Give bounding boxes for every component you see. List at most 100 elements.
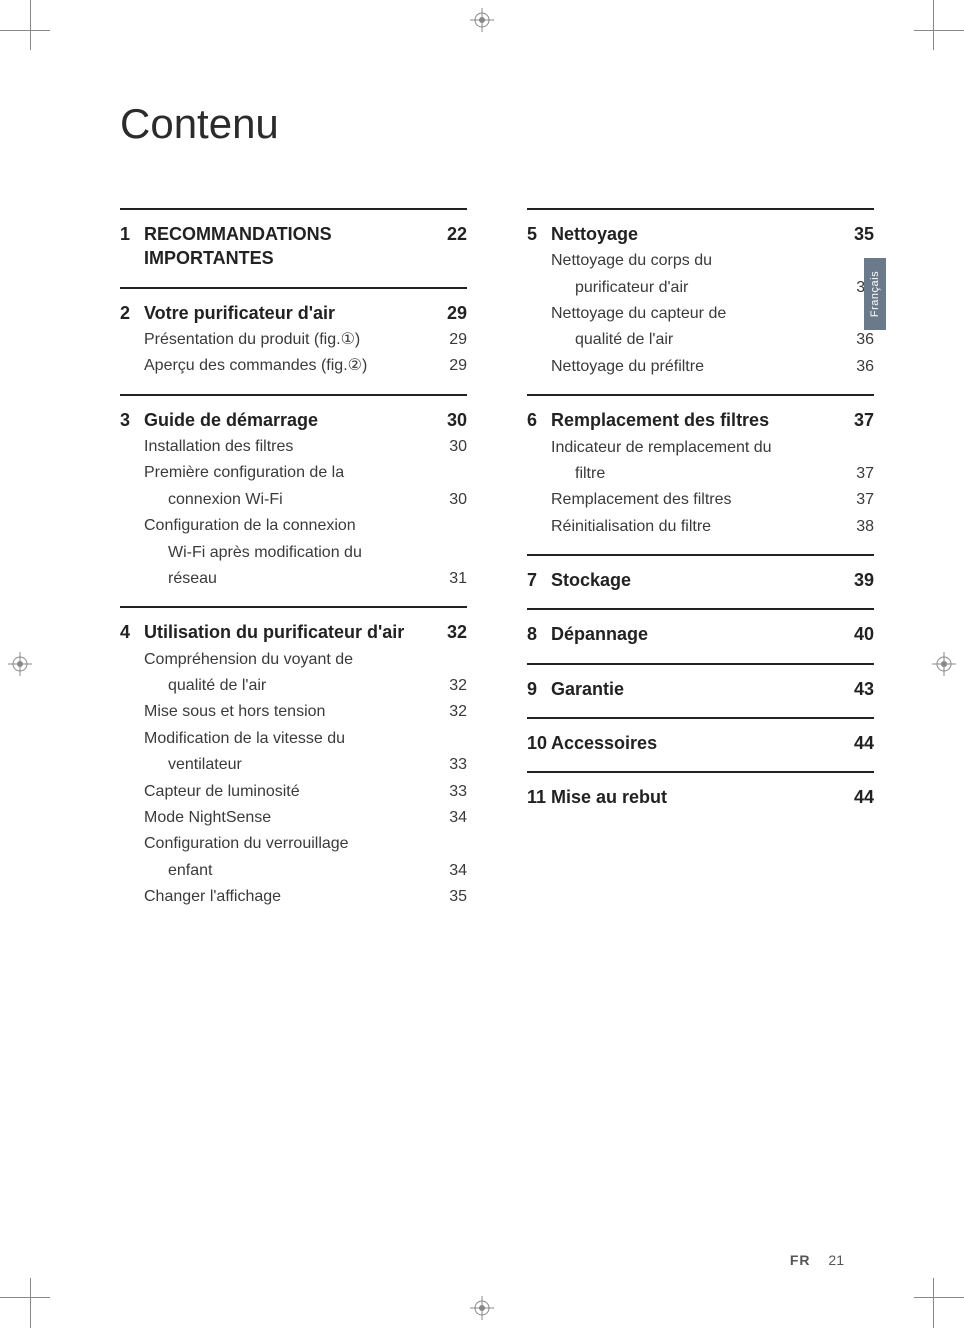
toc-item-row: Mise sous et hors tension32 bbox=[120, 699, 467, 725]
toc-item-label: ventilateur bbox=[144, 754, 431, 776]
toc-item-row: Nettoyage du corps du bbox=[527, 248, 874, 274]
toc-item-page: 34 bbox=[431, 862, 467, 880]
toc-section: 11Mise au rebut44 bbox=[527, 771, 874, 825]
toc-item-label: filtre bbox=[551, 463, 838, 485]
toc-item-label: Configuration du verrouillage bbox=[144, 833, 431, 855]
toc-item-row: Nettoyage du capteur de bbox=[527, 301, 874, 327]
language-tab-label: Français bbox=[869, 271, 881, 317]
toc-item-row: Remplacement des filtres37 bbox=[527, 487, 874, 513]
toc-item-label: Mode NightSense bbox=[144, 807, 431, 829]
toc-heading-row: 2Votre purificateur d'air29 bbox=[120, 299, 467, 327]
section-title: Dépannage bbox=[551, 622, 838, 646]
toc-item-page: 38 bbox=[838, 518, 874, 536]
toc-left-column: 1RECOMMANDATIONS IMPORTANTES222Votre pur… bbox=[120, 208, 467, 925]
section-number: 5 bbox=[527, 224, 551, 245]
toc-item-label: Compréhension du voyant de bbox=[144, 649, 431, 671]
toc-item-row: Aperçu des commandes (fig.②)29 bbox=[120, 353, 467, 379]
section-title: Votre purificateur d'air bbox=[144, 301, 431, 325]
section-page: 35 bbox=[838, 224, 874, 245]
section-page: 30 bbox=[431, 410, 467, 431]
toc-item-label: enfant bbox=[144, 860, 431, 882]
toc-item-label: Remplacement des filtres bbox=[551, 489, 838, 511]
section-title: Garantie bbox=[551, 677, 838, 701]
language-tab: Français bbox=[864, 258, 886, 330]
toc-section: 9Garantie43 bbox=[527, 663, 874, 717]
section-page: 32 bbox=[431, 622, 467, 643]
footer-lang: FR bbox=[790, 1252, 811, 1268]
page: Français Contenu 1RECOMMANDATIONS IMPORT… bbox=[0, 0, 964, 1328]
toc-section: 7Stockage39 bbox=[527, 554, 874, 608]
toc-item-page: 33 bbox=[431, 756, 467, 774]
toc-section: 6Remplacement des filtres37Indicateur de… bbox=[527, 394, 874, 554]
toc-item-label: Capteur de luminosité bbox=[144, 781, 431, 803]
section-title: RECOMMANDATIONS IMPORTANTES bbox=[144, 222, 431, 271]
toc-item-label: connexion Wi-Fi bbox=[144, 489, 431, 511]
registration-icon bbox=[470, 1296, 494, 1320]
registration-icon bbox=[932, 652, 956, 676]
toc-item-row: Réinitialisation du filtre38 bbox=[527, 514, 874, 540]
toc-item-row: Configuration de la connexion bbox=[120, 513, 467, 539]
toc-item-label: Modification de la vitesse du bbox=[144, 728, 431, 750]
toc-item-page: 29 bbox=[431, 357, 467, 375]
crop-mark bbox=[914, 30, 964, 31]
section-page: 44 bbox=[838, 733, 874, 754]
toc-item-page: 31 bbox=[431, 570, 467, 588]
toc-section: 2Votre purificateur d'air29Présentation … bbox=[120, 287, 467, 394]
toc-item-row: enfant34 bbox=[120, 858, 467, 884]
section-title: Mise au rebut bbox=[551, 785, 838, 809]
toc-item-label: Changer l'affichage bbox=[144, 886, 431, 908]
toc-item-label: Aperçu des commandes (fig.②) bbox=[144, 355, 431, 377]
toc-item-row: Modification de la vitesse du bbox=[120, 726, 467, 752]
crop-mark bbox=[0, 1297, 50, 1298]
toc-heading-row: 4Utilisation du purificateur d'air32 bbox=[120, 618, 467, 646]
toc-heading-row: 11Mise au rebut44 bbox=[527, 783, 874, 811]
toc-section: 4Utilisation du purificateur d'air32 Comp… bbox=[120, 606, 467, 924]
section-page: 29 bbox=[431, 303, 467, 324]
toc-item-page: 36 bbox=[838, 358, 874, 376]
toc-item-page: 30 bbox=[431, 491, 467, 509]
toc-item-row: Première configuration de la bbox=[120, 460, 467, 486]
section-number: 9 bbox=[527, 679, 551, 700]
section-number: 11 bbox=[527, 787, 551, 808]
toc-item-row: Configuration du verrouillage bbox=[120, 831, 467, 857]
toc-item-row: Capteur de luminosité33 bbox=[120, 779, 467, 805]
toc-item-label: Première configuration de la bbox=[144, 462, 431, 484]
footer-page-number: 21 bbox=[828, 1252, 844, 1268]
toc-item-label: Installation des filtres bbox=[144, 436, 431, 458]
section-number: 1 bbox=[120, 224, 144, 245]
toc-section: 5Nettoyage35 Nettoyage du corps dupurific… bbox=[527, 208, 874, 394]
toc-heading-row: 8Dépannage40 bbox=[527, 620, 874, 648]
toc-columns: 1RECOMMANDATIONS IMPORTANTES222Votre pur… bbox=[120, 208, 874, 925]
section-title: Utilisation du purificateur d'air bbox=[144, 620, 431, 644]
toc-item-row: réseau31 bbox=[120, 566, 467, 592]
page-title: Contenu bbox=[120, 100, 874, 148]
toc-heading-row: 10Accessoires44 bbox=[527, 729, 874, 757]
registration-icon bbox=[8, 652, 32, 676]
crop-mark bbox=[914, 1297, 964, 1298]
section-page: 40 bbox=[838, 624, 874, 645]
toc-item-label: Nettoyage du préfiltre bbox=[551, 356, 838, 378]
toc-item-row: Installation des filtres30 bbox=[120, 434, 467, 460]
toc-item-row: Wi-Fi après modification du bbox=[120, 540, 467, 566]
toc-section: 1RECOMMANDATIONS IMPORTANTES22 bbox=[120, 208, 467, 287]
section-title: Nettoyage bbox=[551, 222, 838, 246]
toc-right-column: 5Nettoyage35 Nettoyage du corps dupurific… bbox=[527, 208, 874, 925]
toc-item-page: 35 bbox=[431, 888, 467, 906]
toc-heading-row: 3Guide de démarrage30 bbox=[120, 406, 467, 434]
registration-icon bbox=[470, 8, 494, 32]
toc-item-page: 32 bbox=[431, 703, 467, 721]
toc-item-page: 33 bbox=[431, 783, 467, 801]
toc-item-row: Nettoyage du préfiltre36 bbox=[527, 354, 874, 380]
toc-item-row: Changer l'affichage35 bbox=[120, 884, 467, 910]
section-page: 43 bbox=[838, 679, 874, 700]
toc-item-row: purificateur d'air35 bbox=[527, 275, 874, 301]
section-number: 8 bbox=[527, 624, 551, 645]
toc-item-label: qualité de l'air bbox=[551, 329, 838, 351]
toc-item-row: qualité de l'air32 bbox=[120, 673, 467, 699]
toc-item-label: réseau bbox=[144, 568, 431, 590]
toc-heading-row: 7Stockage39 bbox=[527, 566, 874, 594]
section-number: 2 bbox=[120, 303, 144, 324]
toc-item-label: Configuration de la connexion bbox=[144, 515, 431, 537]
toc-item-page: 32 bbox=[431, 677, 467, 695]
toc-item-page: 29 bbox=[431, 331, 467, 349]
